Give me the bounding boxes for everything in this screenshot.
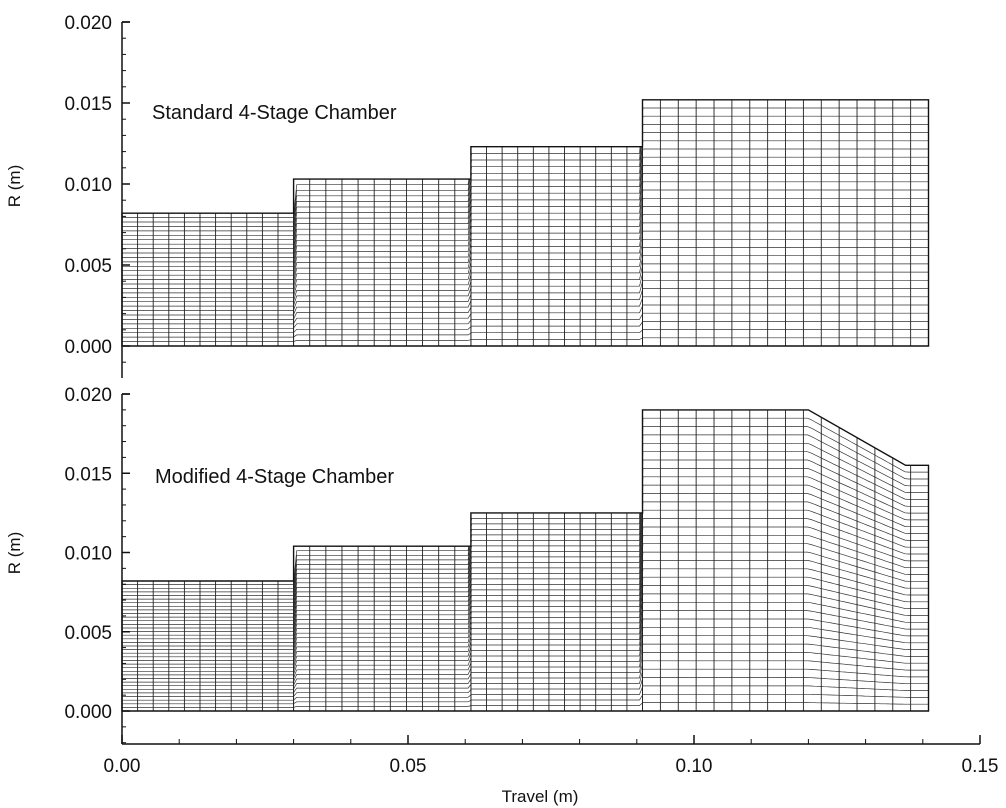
mesh-row-line	[122, 230, 929, 285]
mesh-row-line	[122, 417, 929, 585]
y-tick-label: 0.015	[64, 464, 112, 485]
mesh-row-line	[122, 560, 929, 647]
mesh-row-line	[122, 426, 929, 589]
mesh-grid	[121, 409, 930, 712]
mesh-row-line	[122, 635, 929, 679]
y-tick-label: 0.010	[64, 175, 112, 196]
chamber-outline	[121, 99, 930, 347]
y-tick-label: 0.005	[64, 256, 112, 277]
mesh-row-line	[122, 263, 929, 303]
mesh-row-line	[122, 140, 929, 236]
y-tick-label: 0.010	[64, 544, 112, 565]
mesh-grid	[121, 99, 930, 347]
mesh-row-line	[122, 685, 929, 701]
standard-chamber-panel: Standard 4-Stage Chamber R (m) 0.0000.00…	[5, 13, 930, 378]
mesh-row-line	[122, 107, 929, 218]
x-tick-label: 0.15	[962, 756, 999, 777]
mesh-row-line	[122, 652, 929, 687]
panel-title: Standard 4-Stage Chamber	[152, 102, 397, 124]
mesh-row-line	[122, 509, 929, 625]
mesh-row-line	[122, 222, 929, 280]
y-tick-label: 0.000	[64, 337, 112, 358]
mesh-row-line	[122, 255, 929, 298]
mesh-row-line	[122, 493, 929, 618]
mesh-row-line	[122, 677, 929, 697]
y-tick-label: 0.015	[64, 94, 112, 115]
panel-title: Modified 4-Stage Chamber	[155, 466, 394, 488]
mesh-row-line	[122, 468, 929, 607]
mesh-row-line	[122, 206, 929, 272]
mesh-row-line	[122, 173, 929, 254]
mesh-row-line	[122, 601, 929, 665]
x-axis-label: Travel (m)	[502, 787, 579, 806]
mesh-row-line	[122, 279, 929, 311]
mesh-row-line	[122, 593, 929, 661]
mesh-row-line	[122, 312, 929, 329]
mesh-row-line	[122, 585, 929, 658]
mesh-row-line	[122, 576, 929, 654]
y-tick-label: 0.005	[64, 623, 112, 644]
mesh-row-line	[122, 238, 929, 289]
mesh-row-line	[122, 534, 929, 636]
mesh-row-line	[122, 484, 929, 614]
mesh-row-line	[122, 197, 929, 267]
mesh-row-line	[122, 247, 929, 294]
mesh-row-line	[122, 551, 929, 643]
mesh-row-line	[122, 568, 929, 650]
mesh-row-line	[122, 165, 929, 249]
mesh-row-line	[122, 501, 929, 622]
modified-chamber-panel: Modified 4-Stage Chamber R (m) 0.0000.00…	[5, 385, 930, 744]
mesh-row-line	[122, 181, 929, 258]
x-tick-label: 0.05	[390, 756, 427, 777]
mesh-row-line	[122, 132, 929, 232]
y-axis: 0.000 0.005 0.010 0.015 0.020	[64, 13, 130, 378]
mesh-row-line	[122, 668, 929, 694]
mesh-row-line	[122, 321, 929, 334]
mesh-row-line	[122, 148, 929, 241]
y-axis: 0.000 0.005 0.010 0.015 0.020	[64, 385, 130, 744]
mesh-row-line	[122, 115, 929, 223]
mesh-row-line	[122, 124, 929, 227]
mesh-row-line	[122, 618, 929, 672]
mesh-row-line	[122, 643, 929, 683]
y-axis-label: R (m)	[5, 165, 24, 207]
x-axis: 0.00 0.05 0.10 0.15	[104, 735, 999, 777]
mesh-row-line	[122, 156, 929, 245]
mesh-row-line	[122, 451, 929, 600]
mesh-row-line	[122, 610, 929, 669]
x-tick-label: 0.10	[676, 756, 713, 777]
mesh-row-line	[122, 337, 929, 342]
mesh-row-line	[122, 288, 929, 316]
mesh-row-line	[122, 702, 929, 708]
y-axis-label: R (m)	[5, 532, 24, 574]
y-tick-label: 0.020	[64, 385, 112, 406]
y-tick-label: 0.000	[64, 702, 112, 723]
mesh-row-line	[122, 296, 929, 320]
mesh-row-line	[122, 526, 929, 632]
mesh-row-line	[122, 214, 929, 276]
mesh-row-line	[122, 271, 929, 307]
mesh-row-line	[122, 459, 929, 604]
mesh-row-line	[122, 304, 929, 325]
mesh-row-line	[122, 660, 929, 690]
mesh-row-line	[122, 329, 929, 338]
mesh-row-line	[122, 189, 929, 263]
mesh-row-line	[122, 434, 929, 593]
mesh-row-line	[122, 543, 929, 640]
mesh-row-line	[122, 476, 929, 611]
mesh-row-line	[122, 518, 929, 629]
x-tick-label: 0.00	[104, 756, 141, 777]
y-tick-label: 0.020	[64, 13, 112, 34]
mesh-row-line	[122, 626, 929, 676]
mesh-row-line	[122, 693, 929, 705]
chamber-outline	[121, 409, 930, 712]
mesh-row-line	[122, 442, 929, 596]
